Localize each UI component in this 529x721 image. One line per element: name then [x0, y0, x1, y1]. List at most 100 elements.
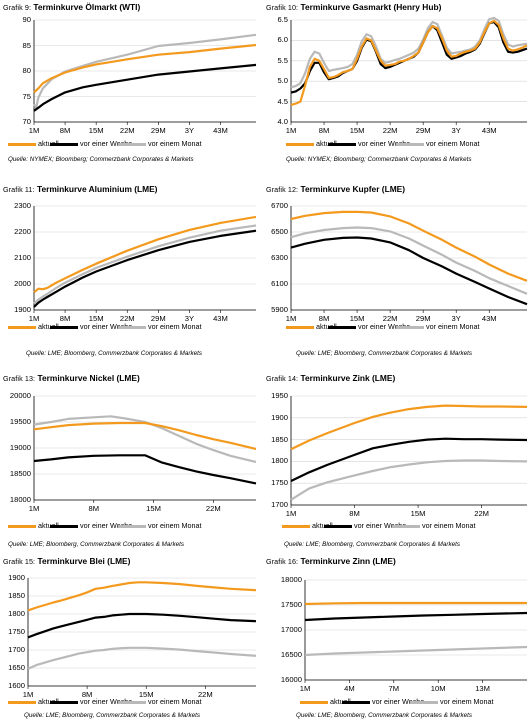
x-tick-label: 15M: [349, 314, 365, 323]
y-tick-label: 6100: [271, 279, 288, 288]
legend-swatch: [50, 524, 78, 528]
legend-label: vor einem Monat: [426, 139, 480, 148]
legend-item: vor einer Woche: [328, 139, 410, 148]
y-tick-label: 18500: [9, 469, 31, 478]
legend-item: aktuell: [8, 521, 59, 530]
source-note: Quelle: LME; Bloomberg, Commerzbank Corp…: [284, 541, 461, 548]
plot-area: [290, 16, 528, 125]
legend-label: aktuell: [316, 139, 337, 148]
series-line-1: [27, 612, 257, 639]
x-tick-label: 7M: [388, 684, 400, 693]
y-tick-label: 1750: [8, 627, 25, 636]
series-line-1: [290, 437, 528, 482]
legend-label: aktuell: [38, 139, 59, 148]
legend-label: vor einer Woche: [358, 322, 411, 331]
y-tick-label: 70: [22, 117, 31, 126]
legend-label: vor einer Woche: [372, 697, 425, 706]
source-note: Quelle: NYMEX; Bloomberg; Commerzbank Co…: [286, 156, 472, 163]
chart-title-text: Terminkurve Aluminium (LME): [36, 184, 158, 194]
series-line-0: [304, 601, 527, 606]
series-line-2: [290, 459, 528, 501]
x-tick-label: 1M: [285, 126, 297, 135]
series-line-0: [290, 404, 528, 451]
series-line-2: [33, 33, 257, 109]
legend-swatch: [118, 142, 146, 146]
y-tick-label: 5900: [271, 305, 288, 314]
x-tick-label: 22M: [205, 504, 221, 513]
y-tick-label: 1900: [14, 305, 31, 314]
legend-item: vor einem Monat: [118, 521, 202, 530]
chart-title: Grafik 9: Terminkurve Ölmarkt (WTI): [3, 2, 140, 12]
chart-number: Grafik 15:: [3, 557, 36, 566]
legend-label: aktuell: [38, 521, 59, 530]
y-tick-label: 90: [22, 15, 31, 24]
legend-item: vor einem Monat: [392, 521, 476, 530]
y-tick-label: 6300: [271, 253, 288, 262]
y-tick-label: 4.0: [277, 117, 288, 126]
x-tick-label: 1M: [299, 684, 311, 693]
legend-swatch: [118, 524, 146, 528]
x-tick-label: 22M: [474, 509, 489, 518]
x-tick-label: 29M: [150, 126, 166, 135]
series-line-0: [27, 581, 257, 612]
x-tick-label: 43M: [213, 126, 228, 135]
chart-number: Grafik 9:: [3, 3, 32, 12]
legend-swatch: [8, 325, 36, 329]
y-tick-label: 1900: [271, 412, 288, 422]
legend-item: vor einem Monat: [118, 697, 202, 706]
legend-item: vor einem Monat: [396, 139, 480, 148]
legend-label: vor einem Monat: [440, 697, 494, 706]
y-tick-label: 1800: [8, 609, 25, 618]
source-note: Quelle: NYMEX; Bloomberg; Commerzbank Co…: [8, 156, 194, 163]
chart-title: Grafik 13: Terminkurve Nickel (LME): [3, 373, 140, 383]
y-tick-label: 6.0: [277, 35, 288, 45]
x-tick-label: 43M: [481, 126, 497, 135]
x-tick-label: 8M: [59, 126, 71, 135]
y-tick-label: 19000: [9, 443, 31, 452]
legend-swatch: [392, 524, 420, 528]
legend-label: vor einer Woche: [80, 521, 133, 530]
legend-label: aktuell: [330, 697, 351, 706]
line-chart: [290, 205, 528, 313]
line-chart: [304, 579, 528, 683]
chart-title-text: Terminkurve Kupfer (LME): [300, 184, 406, 194]
x-tick-label: 1M: [22, 690, 34, 699]
x-tick-label: 4M: [344, 684, 355, 693]
series-line-2: [33, 224, 257, 305]
legend-label: vor einem Monat: [148, 322, 202, 331]
x-tick-label: 22M: [119, 314, 135, 323]
plot-area: [33, 19, 257, 125]
legend-swatch: [342, 700, 370, 704]
legend-label: vor einem Monat: [422, 521, 476, 530]
x-tick-label: 15M: [410, 509, 426, 518]
x-tick-label: 1M: [28, 314, 40, 323]
chart-number: Grafik 11:: [3, 185, 35, 194]
x-tick-label: 22M: [382, 126, 398, 135]
y-tick-label: 1900: [8, 573, 25, 582]
chart-number: Grafik 12:: [266, 185, 299, 194]
x-tick-label: 8M: [59, 314, 71, 323]
series-line-0: [290, 19, 528, 106]
y-tick-label: 1750: [271, 478, 288, 488]
legend-label: vor einer Woche: [80, 697, 133, 706]
series-line-0: [33, 421, 257, 451]
y-tick-label: 1800: [271, 456, 288, 466]
series-line-0: [33, 215, 257, 294]
y-tick-label: 1850: [8, 591, 25, 600]
chart-title: Grafik 14: Terminkurve Zink (LME): [266, 373, 395, 383]
y-tick-label: 1600: [8, 681, 25, 690]
y-tick-label: 6700: [271, 201, 288, 210]
legend-item: vor einer Woche: [50, 697, 132, 706]
legend-swatch: [286, 325, 314, 329]
legend-label: vor einem Monat: [148, 521, 202, 530]
x-tick-label: 22M: [119, 126, 135, 135]
legend-item: vor einem Monat: [118, 139, 202, 148]
legend-swatch: [50, 142, 78, 146]
y-tick-label: 4.5: [277, 96, 288, 106]
y-tick-label: 75: [22, 91, 31, 101]
legend-swatch: [118, 700, 146, 704]
legend-swatch: [50, 700, 78, 704]
x-tick-label: 15M: [146, 504, 161, 513]
plot-area: [33, 395, 257, 503]
legend-item: vor einer Woche: [50, 521, 132, 530]
